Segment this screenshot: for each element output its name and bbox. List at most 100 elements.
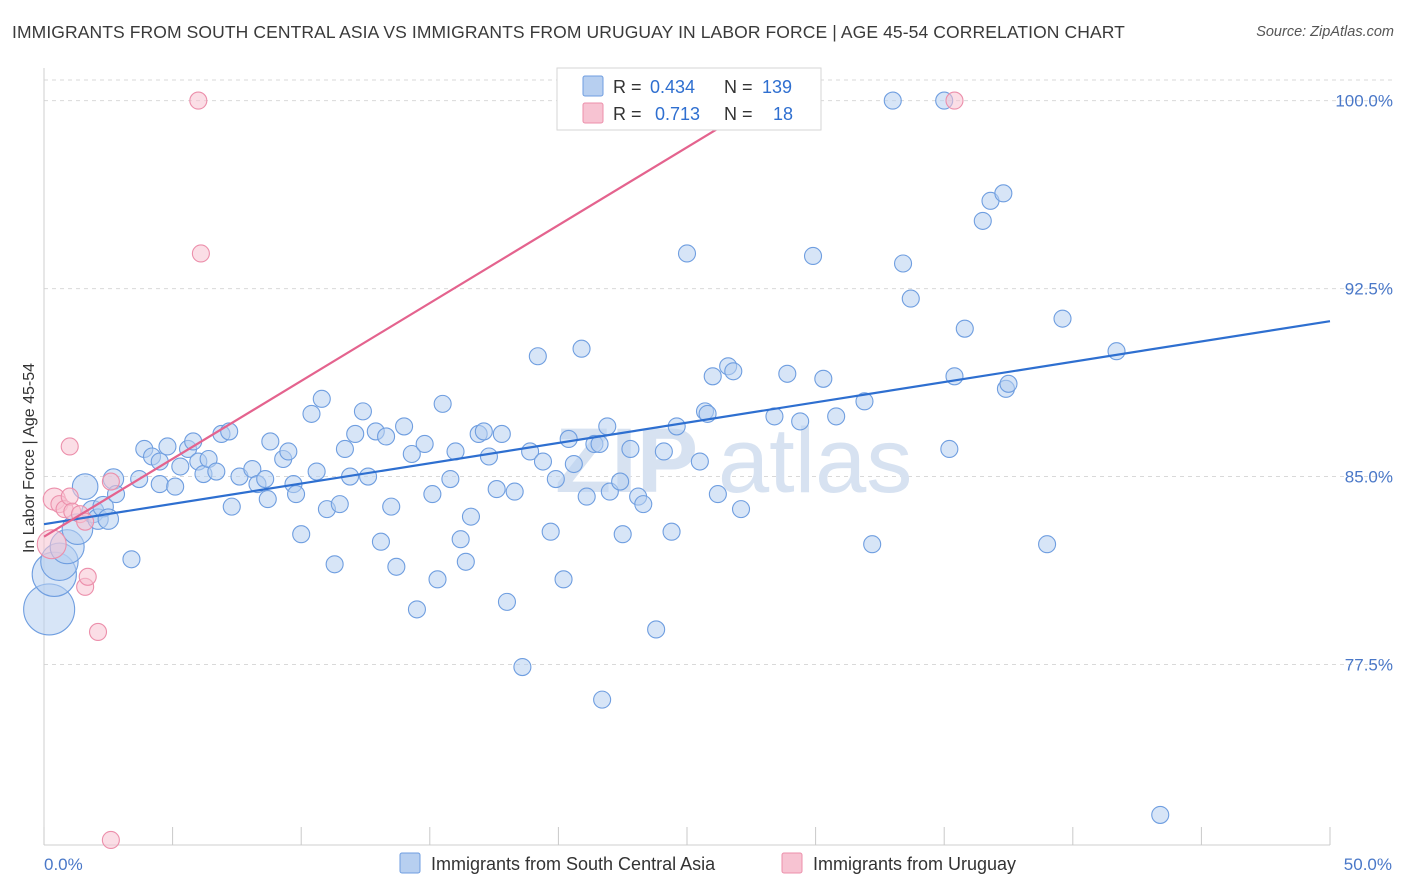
point-uruguay (189, 91, 208, 110)
point-south-central-asia (302, 404, 321, 423)
y-tick-label: 100.0% (1335, 92, 1393, 111)
series-legend-swatch-blue (399, 852, 421, 874)
point-south-central-asia (377, 427, 396, 446)
point-uruguay (101, 830, 120, 850)
series-legend-label-blue: Immigrants from South Central Asia (431, 854, 716, 874)
point-south-central-asia (546, 470, 565, 489)
point-south-central-asia (940, 439, 959, 459)
point-south-central-asia (158, 437, 177, 456)
point-south-central-asia (428, 570, 447, 589)
x-tick-labels: 0.0% 50.0% (44, 855, 1392, 874)
point-south-central-asia (528, 347, 547, 366)
point-south-central-asia (1107, 342, 1126, 361)
point-south-central-asia (1053, 309, 1072, 328)
point-south-central-asia (487, 480, 506, 499)
point-south-central-asia (387, 557, 406, 576)
point-south-central-asia (690, 452, 709, 471)
point-south-central-asia (353, 402, 372, 421)
point-south-central-asia (287, 485, 306, 504)
y-tick-labels: 77.5% 85.0% 92.5% 100.0% (1335, 92, 1393, 675)
legend-n-label-1: N = (724, 77, 753, 97)
point-south-central-asia (814, 369, 833, 388)
series-legend-swatch-pink (781, 852, 803, 874)
point-south-central-asia (731, 500, 751, 519)
trend-lines (43, 99, 1331, 538)
point-south-central-asia (955, 319, 974, 338)
legend-r-value-1: 0.434 (650, 77, 695, 97)
point-south-central-asia (901, 289, 920, 308)
point-south-central-asia (474, 422, 493, 441)
point-uruguay (191, 244, 210, 263)
point-south-central-asia (662, 522, 681, 541)
point-uruguay (36, 529, 67, 560)
point-south-central-asia (593, 690, 612, 709)
point-south-central-asia (778, 364, 797, 383)
y-axis-label: In Labor Force | Age 45-54 (21, 363, 38, 553)
legend-n-label-2: N = (724, 104, 753, 124)
point-south-central-asia (724, 362, 743, 381)
point-south-central-asia (382, 497, 401, 516)
legend-swatch-pink (582, 102, 604, 124)
point-south-central-asia (667, 417, 686, 436)
point-south-central-asia (708, 485, 727, 504)
series-legend: Immigrants from South Central Asia Immig… (399, 852, 1016, 874)
point-south-central-asia (456, 552, 475, 571)
x-ticks (43, 827, 1331, 845)
point-uruguay (88, 622, 108, 642)
point-south-central-asia (634, 495, 653, 514)
point-south-central-asia (611, 472, 630, 491)
point-south-central-asia (999, 374, 1018, 393)
point-south-central-asia (359, 467, 378, 486)
point-south-central-asia (613, 525, 632, 544)
point-south-central-asia (222, 497, 241, 516)
point-south-central-asia (479, 447, 499, 466)
point-south-central-asia (497, 592, 517, 611)
point-south-central-asia (207, 462, 226, 481)
point-uruguay (78, 567, 97, 586)
point-south-central-asia (598, 417, 617, 436)
point-south-central-asia (292, 525, 311, 544)
point-south-central-asia (893, 254, 913, 273)
point-uruguay (101, 472, 120, 491)
point-south-central-asia (346, 424, 365, 443)
y-tick-label: 77.5% (1345, 656, 1393, 675)
x-tick-label: 0.0% (44, 855, 83, 874)
legend-n-value-1: 139 (762, 77, 792, 97)
point-south-central-asia (973, 211, 992, 230)
chart-source: Source: ZipAtlas.com (1256, 24, 1394, 40)
point-south-central-asia (330, 495, 349, 514)
point-south-central-asia (863, 535, 882, 554)
point-south-central-asia (335, 439, 354, 459)
point-south-central-asia (559, 429, 578, 449)
point-south-central-asia (150, 475, 169, 494)
point-south-central-asia (258, 490, 277, 509)
point-south-central-asia (791, 412, 810, 431)
point-south-central-asia (307, 462, 326, 481)
point-south-central-asia (166, 477, 185, 496)
point-south-central-asia (577, 487, 596, 506)
point-south-central-asia (415, 434, 434, 454)
point-south-central-asia (256, 470, 275, 489)
legend-r-label-2: R = (613, 104, 642, 124)
y-tick-label: 85.0% (1345, 468, 1393, 487)
point-south-central-asia (572, 339, 591, 358)
trend-line-uruguay (43, 99, 765, 538)
point-south-central-asia (677, 244, 697, 263)
legend-swatch-blue (582, 75, 604, 97)
point-south-central-asia (71, 473, 99, 500)
point-south-central-asia (647, 620, 666, 639)
trend-line-south-central-asia (43, 320, 1331, 526)
point-uruguay (60, 487, 79, 506)
chart-title: IMMIGRANTS FROM SOUTH CENTRAL ASIA VS IM… (12, 22, 1125, 42)
y-tick-label: 92.5% (1345, 280, 1393, 299)
point-south-central-asia (261, 432, 280, 451)
point-south-central-asia (505, 482, 524, 501)
point-south-central-asia (564, 454, 583, 474)
point-south-central-asia (451, 530, 470, 549)
point-south-central-asia (703, 367, 722, 386)
point-south-central-asia (541, 522, 560, 541)
x-tick-label: 50.0% (1344, 855, 1392, 874)
series-south-central-asia (23, 91, 1170, 824)
point-south-central-asia (395, 417, 414, 436)
